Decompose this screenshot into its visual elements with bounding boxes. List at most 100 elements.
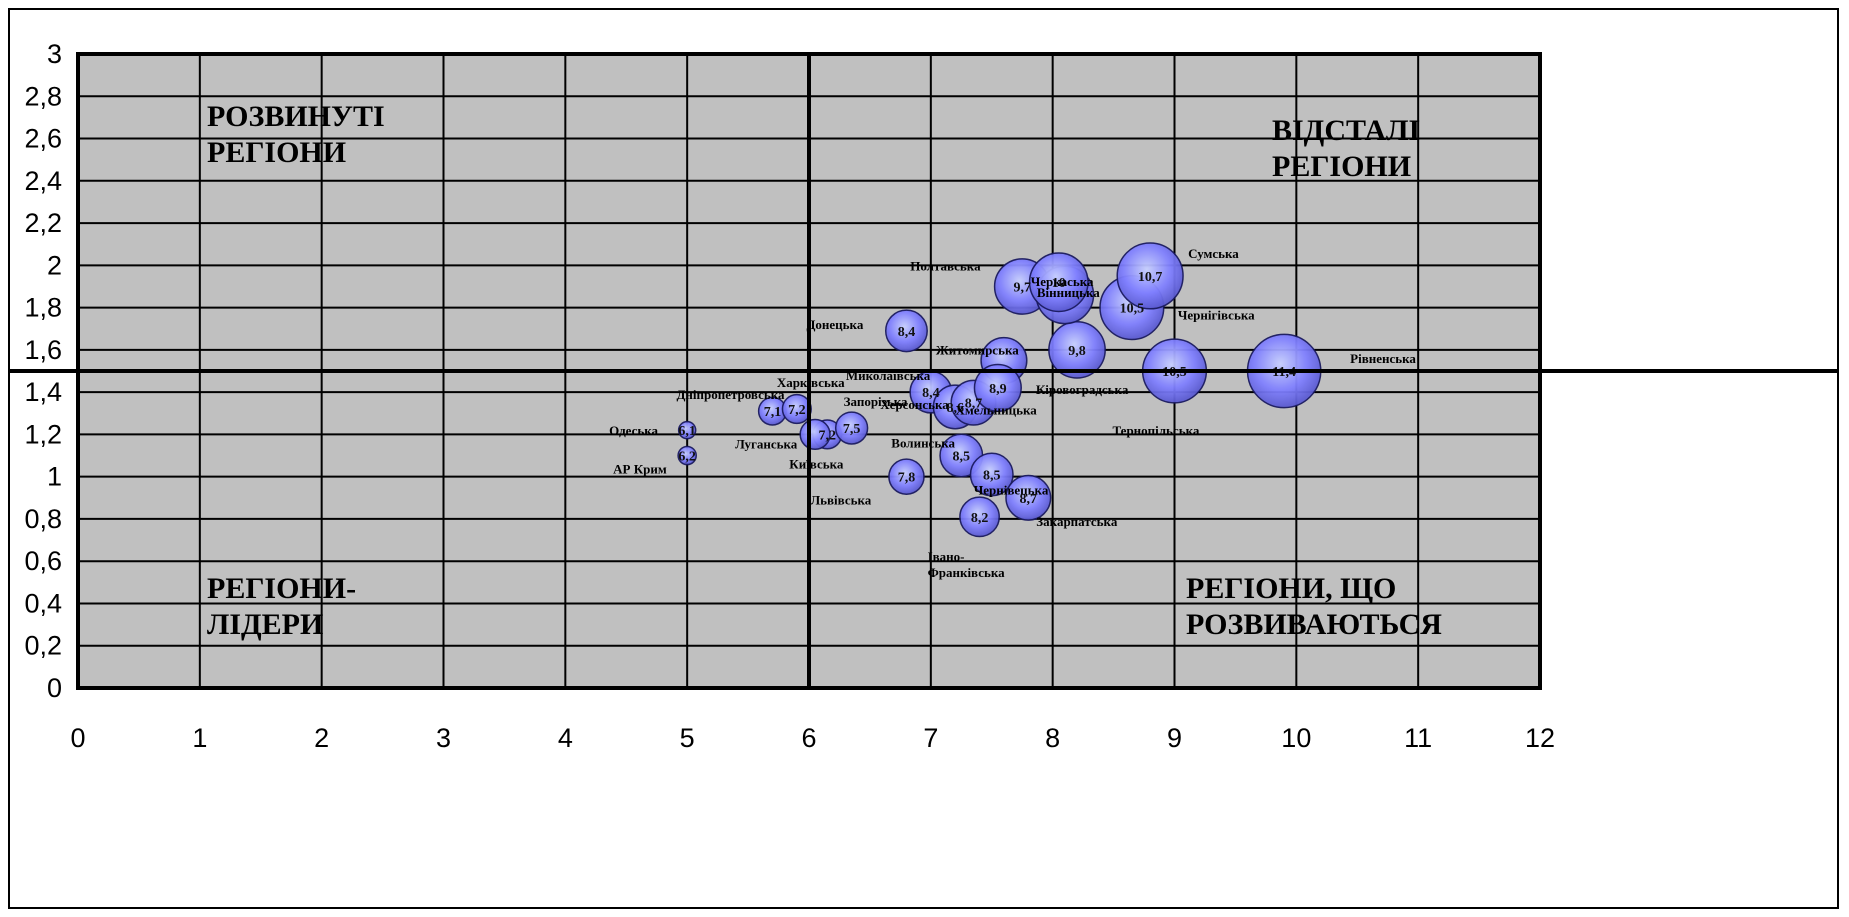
bubble-region-label: Полтавська — [910, 258, 981, 273]
quadrant-label-top-right: РЕГІОНИ — [1272, 150, 1411, 183]
y-tick-label: 0,2 — [24, 631, 62, 661]
bubble — [888, 458, 925, 495]
y-tick-label: 0,6 — [24, 546, 62, 576]
quadrant-label-bottom-right: РЕГІОНИ, ЩО — [1186, 572, 1396, 605]
bubble — [1048, 320, 1106, 379]
x-tick-label: 0 — [70, 723, 85, 753]
bubble-region-label: АР Крим — [613, 462, 667, 477]
y-tick-label: 2 — [47, 250, 62, 280]
bubble-region-label: Сумська — [1188, 246, 1239, 261]
x-tick-label: 7 — [923, 723, 938, 753]
bubble — [973, 363, 1022, 413]
bubble-region-label: Чернівецька — [974, 483, 1049, 498]
bubble-region-label: Чернігівська — [1178, 308, 1255, 323]
bubble-region-label: Дніпропетровська — [676, 387, 785, 402]
x-tick-label: 10 — [1281, 723, 1311, 753]
bubble-region-label: Одеська — [609, 423, 658, 438]
bubble-value: 8,7 — [1020, 492, 1038, 507]
bubble-region-label: Волинська — [891, 436, 955, 451]
bubble-value: 8,5 — [953, 450, 971, 465]
x-tick-label: 6 — [801, 723, 816, 753]
y-tick-label: 0,4 — [24, 588, 62, 618]
y-tick-label: 1,4 — [24, 377, 62, 407]
bubble-region-label: Тернопільська — [1113, 423, 1200, 438]
bubble-region-label: Житомирська — [936, 342, 1019, 357]
bubble-region-label: Рівненська — [1350, 351, 1416, 366]
y-tick-label: 2,6 — [24, 124, 62, 154]
y-tick-label: 2,2 — [24, 208, 62, 238]
y-tick-label: 0,8 — [24, 504, 62, 534]
bubble-region-label: Черкаська — [1031, 274, 1094, 289]
y-tick-label: 2,8 — [24, 81, 62, 111]
bubble-value: 8,7 — [965, 397, 983, 412]
bubble — [677, 420, 697, 440]
bubble-region-label: Луганська — [735, 436, 798, 451]
bubble-region-label: Донецька — [806, 317, 863, 332]
bubble-value: 9,7 — [1013, 280, 1031, 295]
quadrant-label-top-left: РЕГІОНИ — [207, 136, 346, 169]
bubble-region-label: Херсонська — [880, 397, 949, 412]
x-tick-label: 1 — [192, 723, 207, 753]
bubble-value: 8,4 — [922, 386, 940, 401]
x-tick-label: 4 — [558, 723, 573, 753]
bubble-region-label: Франківська — [928, 565, 1006, 580]
quadrant-label-bottom-left: РЕГІОНИ- — [207, 572, 356, 605]
bubble — [677, 445, 697, 466]
bubble — [1028, 252, 1089, 313]
bubble — [1005, 474, 1052, 521]
y-tick-label: 1,6 — [24, 335, 62, 365]
bubble-region-label: Львівська — [810, 493, 871, 508]
bubble-region-label: Вінницька — [1037, 285, 1100, 300]
bubble-region-label: Івано- — [928, 549, 965, 564]
bubble-value: 8,5 — [983, 469, 1001, 484]
bubble-value: 7,5 — [843, 422, 861, 437]
y-tick-label: 1 — [47, 462, 62, 492]
bubble-value: 7,2 — [819, 428, 837, 443]
bubble-region-label: Закарпатська — [1036, 514, 1118, 529]
y-axis: 0 0,2 0,4 0,6 0,8 1 1,2 1,4 1,6 1,8 2 2,2 2,4 2,6 2,8 3 — [24, 39, 62, 703]
bubble-region-label: Хмельницька — [955, 403, 1037, 418]
quadrant-label-bottom-left: ЛІДЕРИ — [207, 608, 323, 641]
bubble-region-label: Київська — [789, 456, 844, 471]
bubble-value: 8,4 — [898, 325, 916, 340]
x-tick-label: 3 — [436, 723, 451, 753]
bubble — [959, 496, 1000, 538]
dividers — [8, 54, 1839, 688]
x-tick-label: 9 — [1167, 723, 1182, 753]
x-tick-label: 12 — [1525, 723, 1555, 753]
bubble-value: 6,1 — [678, 424, 696, 439]
y-tick-label: 3 — [47, 39, 62, 69]
x-tick-label: 5 — [680, 723, 695, 753]
bubble — [969, 452, 1014, 497]
bubble-value: 9,8 — [1068, 344, 1086, 359]
bubble-value: 10,5 — [1120, 302, 1145, 317]
bubble-value: 8,9 — [989, 382, 1007, 397]
x-tick-label: 11 — [1404, 723, 1432, 753]
bubble — [834, 411, 869, 445]
bubble-value: 10 — [1052, 276, 1066, 291]
quadrant-labels: РОЗВИНУТІРЕГІОНИВІДСТАЛІРЕГІОНИРЕГІОНИ-Л… — [207, 100, 1442, 641]
bubble-value: 7,2 — [788, 403, 806, 418]
y-tick-label: 0 — [47, 673, 62, 703]
bubble-value: 10,7 — [1138, 270, 1163, 285]
bubble-region-label: Запорізька — [844, 394, 908, 409]
y-tick-label: 2,4 — [24, 166, 62, 196]
bubble — [781, 393, 812, 425]
bubble-value: 7,8 — [898, 471, 916, 486]
x-axis: 0 1 2 3 4 5 6 7 8 9 10 11 12 — [70, 723, 1555, 753]
quadrant-label-bottom-right: РОЗВИВАЮТЬСЯ — [1186, 608, 1442, 641]
bubble-region-label: Кіровоградська — [1036, 382, 1129, 397]
x-tick-label: 2 — [314, 723, 329, 753]
quadrant-label-top-right: ВІДСТАЛІ — [1272, 114, 1420, 147]
quadrant-label-top-left: РОЗВИНУТІ — [207, 100, 385, 133]
bubble — [1116, 242, 1184, 310]
bubble — [884, 309, 928, 353]
x-tick-label: 8 — [1045, 723, 1060, 753]
y-tick-label: 1,2 — [24, 419, 62, 449]
bubble-value: 8,6 — [946, 401, 964, 416]
bubble-value: 8,2 — [971, 511, 989, 526]
y-tick-label: 1,8 — [24, 293, 62, 323]
bubble-value: 7,1 — [764, 405, 782, 420]
